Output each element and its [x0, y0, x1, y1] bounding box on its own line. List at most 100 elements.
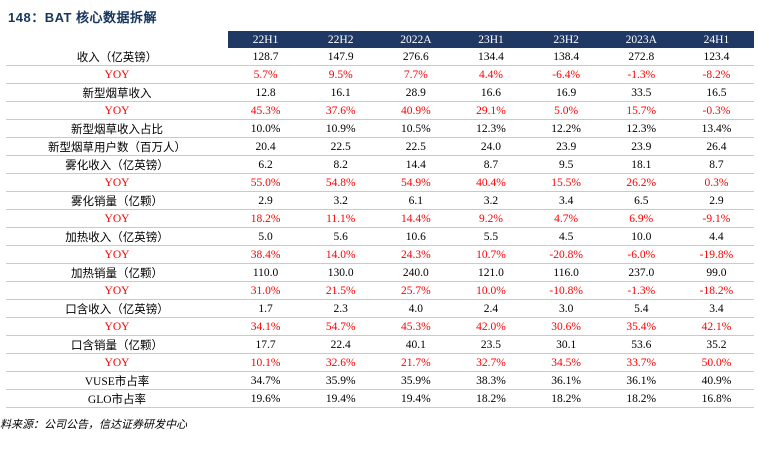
cell: 31.0%: [250, 284, 281, 297]
cell: 40.9%: [701, 374, 732, 387]
cell: 12.3%: [476, 122, 506, 135]
cell: 2.9: [709, 194, 724, 207]
cell: 13.4%: [701, 122, 732, 135]
row-label: VUSE市占率: [84, 375, 150, 388]
cell: 21.5%: [325, 284, 356, 297]
page-title: 148：BAT 核心数据拆解: [8, 10, 158, 25]
cell: 55.0%: [250, 176, 281, 189]
cell: 35.9%: [325, 374, 356, 387]
cell: 18.1: [631, 158, 652, 171]
cell: 276.6: [402, 50, 429, 63]
cell: 42.0%: [476, 320, 506, 333]
table-row: 新型烟草收入 12.8 16.1 28.9 16.6 16.9 33.5 16.5: [6, 84, 754, 102]
table-body: 收入（亿英镑） 128.7 147.9 276.6 134.4 138.4 272.8 123…: [6, 48, 754, 408]
cell: -0.3%: [702, 104, 731, 117]
cell: 37.6%: [325, 104, 356, 117]
cell: 147.9: [327, 50, 354, 63]
row-label: 新型烟草收入占比: [71, 123, 163, 136]
table-row: GLO市占率 19.6% 19.4% 19.4% 18.2% 18.2% 18.2% 16.8…: [6, 390, 754, 408]
cell: 9.5: [558, 158, 574, 171]
cell: 19.6%: [250, 392, 281, 405]
cell: 11.1%: [326, 212, 356, 225]
cell: 40.4%: [476, 176, 506, 189]
cell: 20.4: [255, 140, 276, 153]
table-row: 口含销量（亿颗） 17.7 22.4 40.1 23.5 30.1 53.6 35.2: [6, 336, 754, 354]
row-label: 雾化收入（亿英镑）: [65, 159, 169, 172]
cell: 26.2%: [626, 176, 657, 189]
cell: 35.2: [706, 338, 727, 351]
cell: 2.9: [258, 194, 273, 207]
row-label: 新型烟草用户数（百万人）: [48, 141, 186, 154]
cell: 32.7%: [476, 356, 506, 369]
cell: 128.7: [252, 50, 279, 63]
cell: 35.4%: [626, 320, 657, 333]
cell: 10.0: [631, 230, 652, 243]
cell: 9.5%: [328, 68, 353, 81]
cell: 4.0: [408, 302, 424, 315]
cell: 26.4: [706, 140, 727, 153]
cell: -18.2%: [699, 284, 734, 297]
table-row: YOY 5.7% 9.5% 7.7% 4.4% -6.4% -1.3% -8.2%: [6, 66, 754, 84]
row-label: YOY: [104, 176, 130, 189]
cell: 2.3: [333, 302, 348, 315]
cell: 24.0: [480, 140, 502, 153]
bat-data-table: 22H1 22H2 2022A 23H1 23H2 2023A 24H1 收入（亿英镑） 12…: [6, 31, 754, 408]
cell: 23.5: [480, 338, 502, 351]
table-row: YOY 45.3% 37.6% 40.9% 29.1% 5.0% 15.7% -0.3%: [6, 102, 754, 120]
cell: 18.2%: [250, 212, 281, 225]
cell: 4.4: [709, 230, 724, 243]
cell: 28.9: [405, 86, 426, 99]
cell: 12.3%: [626, 122, 657, 135]
row-label: YOY: [104, 248, 130, 261]
cell: 16.8%: [701, 392, 732, 405]
cell: 8.7: [483, 158, 499, 171]
cell: 1.7: [258, 302, 273, 315]
cell: 4.5: [558, 230, 574, 243]
table-row: YOY 10.1% 32.6% 21.7% 32.7% 34.5% 33.7% 50.0%: [6, 354, 754, 372]
row-label: 新型烟草收入: [82, 87, 152, 100]
row-label: 雾化销量（亿颗）: [71, 195, 163, 208]
table-row: 口含收入（亿英镑） 1.7 2.3 4.0 2.4 3.0 5.4 3.4: [6, 300, 754, 318]
cell: 30.1: [556, 338, 577, 351]
cell: 5.7%: [253, 68, 278, 81]
cell: 10.1%: [250, 356, 281, 369]
cell: 5.4: [634, 302, 649, 315]
cell: 0.3%: [704, 176, 729, 189]
column-header: 22H1: [228, 31, 304, 48]
row-label: 口含收入（亿英镑）: [65, 303, 169, 316]
cell: 24.3%: [400, 248, 431, 261]
cell: 121.0: [478, 266, 504, 279]
row-label: 加热收入（亿英镑）: [65, 231, 169, 244]
cell: 240.0: [402, 266, 429, 279]
cell: 22.5: [330, 140, 351, 153]
cell: -8.2%: [702, 68, 731, 81]
cell: 32.6%: [325, 356, 356, 369]
cell: 6.5: [634, 194, 649, 207]
cell: 8.2: [333, 158, 348, 171]
cell: 10.0%: [250, 122, 281, 135]
row-label: YOY: [104, 320, 130, 333]
table-row: 雾化收入（亿英镑） 6.2 8.2 14.4 8.7 9.5 18.1 8.7: [6, 156, 754, 174]
row-label: YOY: [104, 104, 130, 117]
cell: 40.1: [405, 338, 426, 351]
cell: 23.9: [631, 140, 652, 153]
cell: -6.0%: [627, 248, 656, 261]
table-row: 加热销量（亿颗） 110.0 130.0 240.0 121.0 116.0 237.0 99…: [6, 264, 754, 282]
cell: 99.0: [706, 266, 727, 279]
cell: 16.6: [480, 86, 502, 99]
cell: 18.2%: [476, 392, 506, 405]
cell: 134.4: [478, 50, 504, 63]
cell: 5.0: [258, 230, 273, 243]
cell: 34.7%: [250, 374, 281, 387]
row-label: 收入（亿英镑）: [76, 51, 158, 64]
cell: 272.8: [628, 50, 655, 63]
column-header: 23H2: [528, 31, 604, 48]
cell: 29.1%: [476, 104, 506, 117]
cell: 10.9%: [325, 122, 356, 135]
table-row: YOY 31.0% 21.5% 25.7% 10.0% -10.8% -1.3% -18.2%: [6, 282, 754, 300]
cell: 17.7: [255, 338, 276, 351]
cell: 6.2: [258, 158, 273, 171]
cell: 138.4: [553, 50, 580, 63]
row-label: YOY: [104, 356, 130, 369]
cell: -9.1%: [702, 212, 731, 225]
